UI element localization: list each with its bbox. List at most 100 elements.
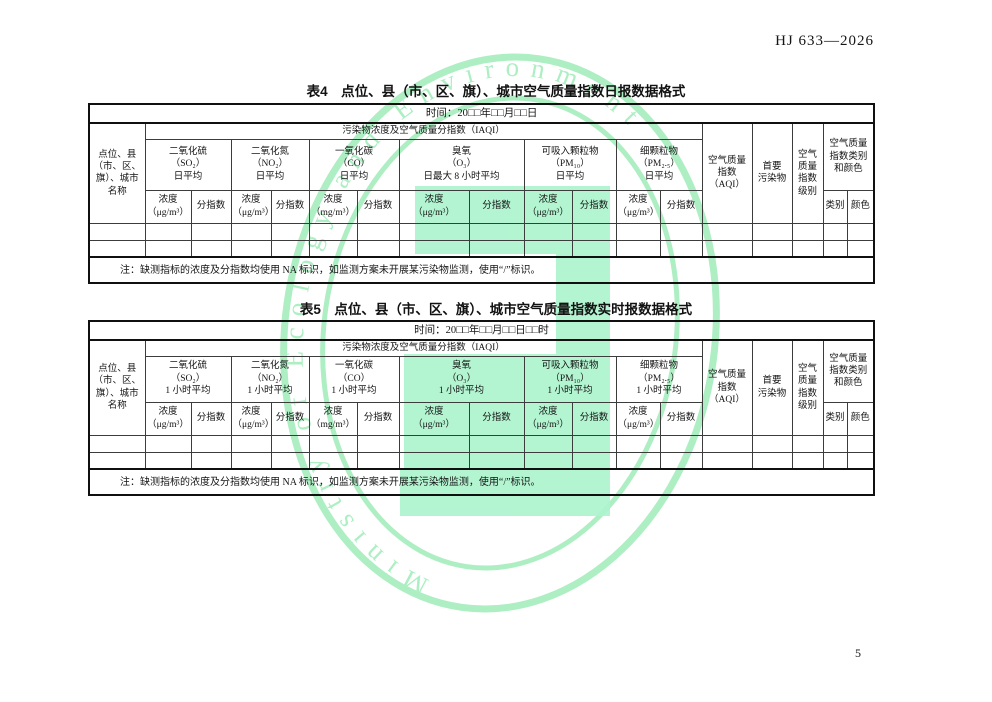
time-cell: 时间：20□□年□□月□□日□□时 [88, 320, 875, 341]
empty-data-cell [615, 434, 661, 453]
empty-data-cell [270, 222, 310, 241]
empty-data-cell [468, 222, 525, 241]
empty-data-cell [659, 239, 703, 258]
subindex-header-cell: 分指数 [659, 401, 703, 436]
empty-data-cell [791, 451, 824, 470]
subindex-header-cell: 分指数 [571, 401, 617, 436]
subindex-header-cell: 分指数 [190, 401, 232, 436]
empty-data-cell [398, 451, 470, 470]
concentration-header-cell: 浓度 （mg/m³） [308, 189, 358, 224]
pollutant-header-cell-no2: 二氧化氮 （NO₂） 1 小时平均 [230, 355, 310, 403]
empty-data-cell [270, 434, 310, 453]
empty-data-cell [356, 222, 400, 241]
subindex-header-cell: 分指数 [356, 189, 400, 224]
empty-data-cell [144, 239, 192, 258]
concentration-header-cell: 浓度 （μg/m³） [398, 189, 470, 224]
pollutant-header-cell-so2: 二氧化硫 （SO₂） 日平均 [144, 138, 232, 191]
empty-data-cell [791, 222, 824, 241]
empty-data-cell [468, 239, 525, 258]
empty-data-cell [615, 451, 661, 470]
empty-data-cell [846, 222, 875, 241]
empty-data-cell [571, 239, 617, 258]
category-header-cell: 类别 [822, 189, 848, 224]
empty-data-cell [398, 222, 470, 241]
empty-data-cell [523, 451, 573, 470]
empty-data-cell [230, 451, 272, 470]
empty-data-cell [701, 239, 753, 258]
empty-data-cell [659, 451, 703, 470]
concentration-header-cell: 浓度 （μg/m³） [615, 401, 661, 436]
empty-data-cell [846, 434, 875, 453]
empty-data-cell [615, 222, 661, 241]
empty-data-cell [398, 239, 470, 258]
empty-data-cell [308, 451, 358, 470]
concentration-header-cell: 浓度 （μg/m³） [144, 189, 192, 224]
pollutant-header-cell-no2: 二氧化氮 （NO₂） 日平均 [230, 138, 310, 191]
empty-data-cell [356, 239, 400, 258]
empty-data-cell [822, 222, 848, 241]
concentration-header-cell: 浓度 （μg/m³） [230, 189, 274, 224]
empty-data-cell [308, 434, 358, 453]
site-name-header-cell: 点位、县 （市、区、 旗）、城市 名称 [88, 122, 146, 224]
empty-data-cell [659, 222, 703, 241]
empty-data-cell [190, 222, 232, 241]
category-color-header-cell: 空气质量 指数类别 和颜色 [822, 339, 875, 403]
empty-data-cell [523, 222, 573, 241]
pollutant-header-cell-pm25: 细颗粒物 （PM₂.₅） 1 小时平均 [615, 355, 703, 403]
empty-data-cell [190, 239, 232, 258]
empty-data-cell [701, 222, 753, 241]
empty-data-cell [791, 239, 824, 258]
color-header-cell: 颜色 [846, 189, 875, 224]
table5-realtime-report-format: 时间：20□□年□□月□□日□□时 点位、县 （市、区、 旗）、城市 名称 污染… [88, 320, 876, 496]
empty-data-cell [88, 239, 146, 258]
aqi-level-header-cell: 空气 质量 指数 级别 [791, 339, 824, 436]
empty-data-cell [230, 239, 272, 258]
empty-data-cell [822, 239, 848, 258]
empty-data-cell [701, 451, 753, 470]
pollutant-header-cell-pm10: 可吸入颗粒物 （PM₁₀） 日平均 [523, 138, 617, 191]
aqi-level-header-cell: 空气 质量 指数 级别 [791, 122, 824, 224]
primary-pollutant-header-cell: 首要 污染物 [751, 122, 793, 224]
table-note: 注：缺测指标的浓度及分指数均使用 NA 标识，如监测方案未开展某污染物监测，使用… [88, 256, 875, 284]
empty-data-cell [308, 222, 358, 241]
empty-data-cell [308, 239, 358, 258]
concentration-header-cell: 浓度 （μg/m³） [144, 401, 192, 436]
doc-number: HJ 633—2026 [775, 33, 874, 49]
subindex-header-cell: 分指数 [571, 189, 617, 224]
empty-data-cell [88, 222, 146, 241]
empty-data-cell [270, 451, 310, 470]
empty-data-cell [144, 222, 192, 241]
empty-data-cell [356, 434, 400, 453]
table5-title: 表5 点位、县（市、区、旗）、城市空气质量指数实时报数据格式 [299, 302, 693, 317]
pollutant-header-cell-co: 一氧化碳 （CO） 日平均 [308, 138, 400, 191]
time-cell: 时间：20□□年□□月□□日 [88, 103, 875, 124]
empty-data-cell [571, 434, 617, 453]
pollutant-header-cell-pm25: 细颗粒物 （PM₂.₅） 日平均 [615, 138, 703, 191]
empty-data-cell [751, 239, 793, 258]
subindex-header-cell: 分指数 [270, 401, 310, 436]
empty-data-cell [822, 434, 848, 453]
empty-data-cell [144, 434, 192, 453]
empty-data-cell [190, 451, 232, 470]
pollutant-header-cell-so2: 二氧化硫 （SO₂） 1 小时平均 [144, 355, 232, 403]
empty-data-cell [701, 434, 753, 453]
category-color-header-cell: 空气质量 指数类别 和颜色 [822, 122, 875, 191]
subindex-header-cell: 分指数 [356, 401, 400, 436]
subindex-header-cell: 分指数 [270, 189, 310, 224]
site-name-header-cell: 点位、县 （市、区、 旗）、城市 名称 [88, 339, 146, 436]
aqi-header-cell: 空气质量 指数 （AQI） [701, 339, 753, 436]
concentration-header-cell: 浓度 （μg/m³） [523, 401, 573, 436]
empty-data-cell [846, 451, 875, 470]
pollutant-header-cell-o3: 臭氧 （O₃） 1 小时平均 [398, 355, 525, 403]
empty-data-cell [398, 434, 470, 453]
empty-data-cell [356, 451, 400, 470]
subindex-header-cell: 分指数 [468, 189, 525, 224]
concentration-header-cell: 浓度 （μg/m³） [230, 401, 274, 436]
subindex-header-cell: 分指数 [659, 189, 703, 224]
empty-data-cell [523, 239, 573, 258]
pollutant-header-cell-co: 一氧化碳 （CO） 1 小时平均 [308, 355, 400, 403]
category-header-cell: 类别 [822, 401, 848, 436]
empty-data-cell [751, 434, 793, 453]
empty-data-cell [615, 239, 661, 258]
